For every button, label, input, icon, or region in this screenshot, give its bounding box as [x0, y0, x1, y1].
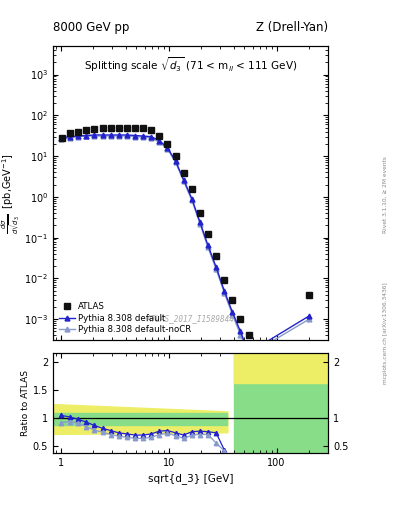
- Pythia 8.308 default-noCR: [222, 289, 227, 295]
- ATLAS: [165, 141, 170, 147]
- Pythia 8.308 default: [116, 132, 121, 138]
- Pythia 8.308 default-noCR: [173, 159, 178, 165]
- ATLAS: [68, 131, 72, 137]
- ATLAS: [92, 126, 97, 132]
- Pythia 8.308 default: [108, 132, 113, 138]
- Pythia 8.308 default: [68, 134, 72, 140]
- ATLAS: [100, 125, 105, 132]
- ATLAS: [198, 210, 202, 216]
- Pythia 8.308 default-noCR: [246, 352, 251, 358]
- Line: Pythia 8.308 default: Pythia 8.308 default: [58, 133, 312, 355]
- Pythia 8.308 default-noCR: [206, 244, 210, 250]
- Pythia 8.308 default-noCR: [214, 266, 219, 272]
- Pythia 8.308 default: [125, 132, 129, 138]
- Text: mcplots.cern.ch [arXiv:1306.3436]: mcplots.cern.ch [arXiv:1306.3436]: [383, 282, 388, 383]
- ATLAS: [173, 153, 178, 159]
- Y-axis label: Ratio to ATLAS: Ratio to ATLAS: [21, 370, 30, 436]
- Pythia 8.308 default: [182, 177, 186, 183]
- Line: Pythia 8.308 default-noCR: Pythia 8.308 default-noCR: [58, 134, 312, 358]
- Pythia 8.308 default: [222, 288, 227, 294]
- ATLAS: [238, 316, 243, 322]
- Pythia 8.308 default: [189, 196, 194, 202]
- ATLAS: [116, 124, 121, 131]
- Pythia 8.308 default: [238, 328, 243, 334]
- Pythia 8.308 default-noCR: [58, 136, 63, 142]
- Text: ATLAS_2017_I1589844: ATLAS_2017_I1589844: [147, 314, 235, 323]
- Text: Rivet 3.1.10, ≥ 2M events: Rivet 3.1.10, ≥ 2M events: [383, 156, 388, 233]
- Pythia 8.308 default-noCR: [198, 221, 202, 227]
- Pythia 8.308 default-noCR: [84, 133, 89, 139]
- Pythia 8.308 default-noCR: [68, 135, 72, 141]
- Pythia 8.308 default: [100, 132, 105, 138]
- ATLAS: [133, 124, 138, 131]
- Pythia 8.308 default-noCR: [125, 133, 129, 139]
- ATLAS: [125, 124, 129, 131]
- ATLAS: [84, 127, 89, 133]
- Pythia 8.308 default: [133, 133, 138, 139]
- Pythia 8.308 default: [246, 350, 251, 356]
- ATLAS: [108, 125, 113, 132]
- ATLAS: [246, 332, 251, 338]
- Pythia 8.308 default-noCR: [307, 316, 312, 322]
- Pythia 8.308 default-noCR: [141, 134, 145, 140]
- Pythia 8.308 default: [76, 133, 81, 139]
- Pythia 8.308 default-noCR: [92, 133, 97, 139]
- Pythia 8.308 default-noCR: [189, 197, 194, 203]
- Pythia 8.308 default-noCR: [165, 146, 170, 152]
- Pythia 8.308 default-noCR: [230, 311, 235, 317]
- ATLAS: [307, 291, 312, 297]
- Legend: ATLAS, Pythia 8.308 default, Pythia 8.308 default-noCR: ATLAS, Pythia 8.308 default, Pythia 8.30…: [57, 301, 193, 336]
- ATLAS: [214, 253, 219, 259]
- ATLAS: [157, 133, 162, 139]
- Pythia 8.308 default-noCR: [108, 133, 113, 139]
- ATLAS: [230, 296, 235, 303]
- Pythia 8.308 default-noCR: [238, 331, 243, 337]
- Pythia 8.308 default: [149, 134, 154, 140]
- Pythia 8.308 default-noCR: [133, 134, 138, 140]
- ATLAS: [141, 125, 145, 132]
- Y-axis label: $\frac{d\sigma}{d\sqrt{d_{3}}}$  [pb,GeV$^{-1}$]: $\frac{d\sigma}{d\sqrt{d_{3}}}$ [pb,GeV$…: [0, 153, 23, 233]
- Pythia 8.308 default-noCR: [182, 178, 186, 184]
- Pythia 8.308 default: [206, 242, 210, 248]
- ATLAS: [60, 135, 64, 141]
- Pythia 8.308 default: [84, 133, 89, 139]
- X-axis label: sqrt{d_3} [GeV]: sqrt{d_3} [GeV]: [148, 474, 233, 484]
- ATLAS: [222, 277, 227, 283]
- Pythia 8.308 default-noCR: [100, 133, 105, 139]
- Pythia 8.308 default: [58, 135, 63, 141]
- Pythia 8.308 default: [141, 133, 145, 139]
- Pythia 8.308 default: [173, 158, 178, 164]
- Pythia 8.308 default-noCR: [76, 134, 81, 140]
- ATLAS: [76, 129, 81, 135]
- Pythia 8.308 default: [214, 264, 219, 270]
- Text: 8000 GeV pp: 8000 GeV pp: [53, 22, 129, 34]
- Pythia 8.308 default: [230, 309, 235, 315]
- Pythia 8.308 default-noCR: [157, 139, 162, 145]
- Pythia 8.308 default: [307, 313, 312, 319]
- Pythia 8.308 default-noCR: [149, 135, 154, 141]
- ATLAS: [149, 127, 154, 133]
- Pythia 8.308 default-noCR: [116, 133, 121, 139]
- Text: Z (Drell-Yan): Z (Drell-Yan): [256, 22, 328, 34]
- Line: ATLAS: ATLAS: [59, 124, 312, 338]
- ATLAS: [206, 231, 210, 238]
- Pythia 8.308 default: [198, 219, 202, 225]
- Pythia 8.308 default: [157, 138, 162, 144]
- ATLAS: [189, 185, 194, 191]
- ATLAS: [182, 170, 186, 176]
- Text: Splitting scale $\sqrt{d_{3}}$ (71 < m$_{ll}$ < 111 GeV): Splitting scale $\sqrt{d_{3}}$ (71 < m$_…: [84, 55, 298, 74]
- Pythia 8.308 default: [165, 145, 170, 151]
- Pythia 8.308 default: [92, 132, 97, 138]
